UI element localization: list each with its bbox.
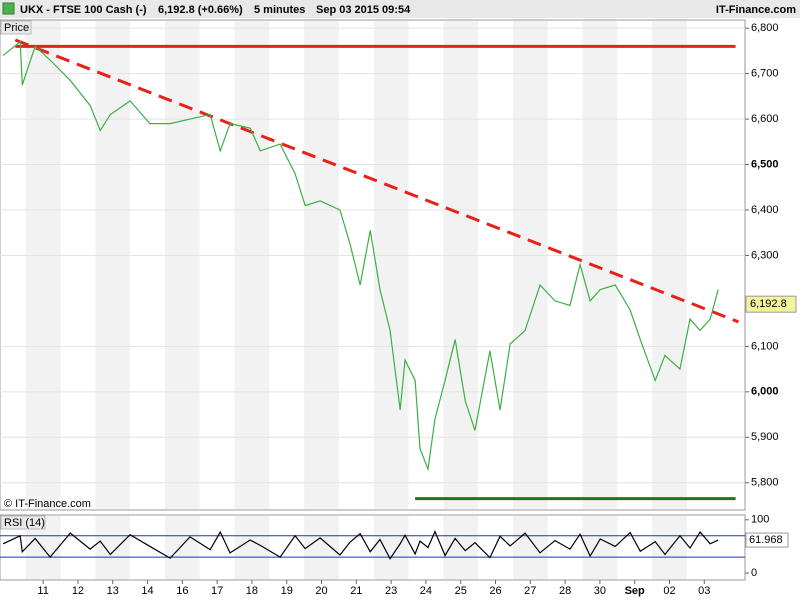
panel-label-box [0, 515, 46, 530]
x-tick-label: 27 [524, 585, 536, 597]
series-line [2, 529, 719, 560]
x-tick-label: 28 [559, 585, 571, 597]
symbol: UKX - FTSE 100 Cash (-) [20, 4, 147, 16]
y-tick-label: 5,800 [751, 477, 779, 489]
x-tick-label: 12 [72, 585, 84, 597]
day-stripe [95, 516, 131, 579]
y-tick-label: 6,500 [751, 158, 779, 170]
interval: 5 minutes [254, 4, 305, 16]
panel-label: Price [4, 22, 29, 34]
day-stripe [512, 21, 548, 509]
quote: 6,192.8 (+0.66%) [158, 4, 243, 16]
plot-layer: 5,800 5,900 6,000 6,100 6,300 6,400 6,500 6,600… [0, 19, 797, 597]
day-stripe [25, 21, 61, 509]
series-line [2, 40, 719, 472]
day-stripe [582, 21, 618, 509]
x-tick-label: 20 [315, 585, 327, 597]
y-tick-label: 0 [751, 567, 757, 579]
day-stripe [373, 21, 409, 509]
x-tick-label: 18 [246, 585, 258, 597]
x-tick-label: 25 [455, 585, 467, 597]
x-tick-label: 17 [211, 585, 223, 597]
x-tick-label: 19 [281, 585, 293, 597]
day-stripe [164, 21, 200, 509]
x-tick-label: 03 [698, 585, 710, 597]
day-stripe [652, 516, 687, 579]
panel-label: RSI (14) [4, 517, 45, 529]
x-tick-label: Sep [625, 585, 645, 597]
day-stripe [304, 21, 339, 509]
y-tick-label: 100 [751, 514, 769, 526]
day-stripe [652, 21, 687, 509]
timestamp: Sep 03 2015 09:54 [316, 4, 411, 16]
day-stripe [304, 516, 339, 579]
x-tick-label: 30 [594, 585, 606, 597]
y-tick-label: 6,600 [751, 113, 779, 125]
y-tick-label: 5,900 [751, 431, 779, 443]
y-tick-label: 6,000 [751, 386, 779, 398]
x-tick-label: 13 [107, 585, 119, 597]
x-tick-label: 11 [37, 585, 48, 597]
x-tick-label: 14 [141, 585, 153, 597]
watermark: © IT-Finance.com [4, 498, 91, 510]
day-stripe [582, 516, 618, 579]
x-tick-label: 16 [176, 585, 188, 597]
trend-line [14, 38, 739, 324]
day-stripe [234, 21, 270, 509]
day-stripe [443, 21, 479, 509]
panel-label-box [0, 20, 32, 35]
y-tick-label: 6,800 [751, 22, 779, 34]
header-icon [2, 2, 15, 15]
last-value-box [745, 532, 789, 548]
day-stripe [373, 516, 409, 579]
header-bar [0, 0, 800, 18]
y-tick-label: 6,300 [751, 249, 779, 261]
day-stripe [512, 516, 548, 579]
last-price-box [745, 295, 797, 313]
brand: IT-Finance.com [716, 4, 796, 16]
day-stripe [443, 516, 479, 579]
x-tick-label: 21 [350, 585, 362, 597]
x-tick-label: 02 [663, 585, 675, 597]
x-tick-label: 23 [385, 585, 397, 597]
y-tick-label: 6,100 [751, 340, 779, 352]
day-stripe [95, 21, 131, 509]
x-tick-label: 24 [420, 585, 432, 597]
x-tick-label: 26 [489, 585, 501, 597]
y-tick-label: 6,700 [751, 68, 779, 80]
y-tick-label: 6,400 [751, 204, 779, 216]
last-price-label: 6,192.8 [750, 298, 787, 310]
last-value-label: 61.968 [749, 534, 783, 546]
day-stripe [164, 516, 200, 579]
